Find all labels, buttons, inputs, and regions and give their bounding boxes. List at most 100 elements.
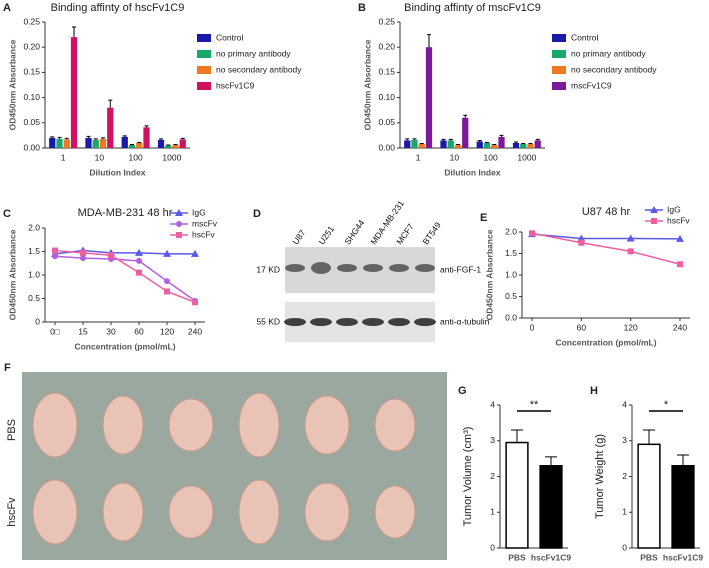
x-tick-label: 120 [160, 326, 174, 336]
tumor [102, 482, 144, 542]
chart-title: MDA-MB-231 48 hr [78, 207, 173, 219]
x-axis-label: Concentration (pmol/mL) [74, 341, 175, 351]
bar [70, 37, 78, 149]
bar [671, 465, 695, 549]
blot-band [285, 264, 305, 272]
chart: H Tumor Weight (g) 0 1 2 3 4 PBS hscFv1C9 * [590, 385, 703, 562]
x-tick-label: 100 [484, 152, 498, 162]
x-tick-label: 60 [577, 322, 587, 332]
y-tick-label: 1.5 [28, 246, 40, 256]
point [164, 288, 170, 295]
y-tick-label: 1 [622, 507, 627, 517]
blot-band [415, 264, 435, 272]
point [192, 299, 198, 306]
panel-label: H [590, 385, 598, 397]
x-tick-label: 10 [450, 152, 460, 162]
photo-background [22, 372, 447, 560]
x-tick-label: 1 [416, 152, 421, 162]
x-tick-label: hscFv1C9 [663, 552, 703, 562]
error-bar [463, 114, 468, 118]
tumor [304, 482, 350, 542]
bar [505, 441, 529, 549]
panel-label: E [480, 212, 487, 224]
bar [454, 144, 462, 148]
x-tick-label: 1000 [162, 152, 181, 162]
blot-band [414, 318, 436, 326]
legend-label: hscFv1C9 [216, 80, 255, 90]
y-axis-label: OD450nm Absorbance [484, 229, 494, 320]
legend-swatch [197, 82, 211, 90]
blot-band [389, 264, 409, 272]
error-bar [108, 99, 113, 108]
x-tick-label: 60 [134, 326, 144, 336]
panel-label: B [358, 2, 366, 14]
legend-label: no primary antibody [216, 48, 291, 58]
point [578, 239, 585, 246]
chart: A Binding affinty of hscFv1C9 OD450nm Abso… [3, 2, 302, 177]
legend-label: no secondary antibody [571, 64, 657, 74]
error-bar [93, 138, 98, 140]
y-tick-label: 0 [35, 316, 40, 326]
error-bar [173, 143, 178, 145]
chart: G Tumor Volume (cm³) 0 1 2 3 4 PBS hscFv1C9 ** [458, 385, 571, 562]
error-bar [50, 136, 55, 138]
error-bar [456, 143, 460, 145]
error-bar [485, 141, 489, 143]
tumor [32, 479, 78, 545]
y-tick-label: 2.0 [505, 226, 517, 236]
blot-membrane [285, 247, 435, 293]
legend-label: hscFv [192, 229, 215, 239]
y-tick-label: 2.0 [28, 222, 40, 232]
error-bar [130, 143, 134, 145]
tumor [304, 395, 350, 455]
tumor [32, 392, 78, 458]
legend-label: hscFv [667, 215, 690, 225]
y-tick-label: 0.25 [23, 16, 40, 26]
point [52, 253, 58, 260]
x-tick-label: 240 [188, 326, 202, 336]
bar [425, 47, 433, 149]
error-bar [64, 137, 69, 140]
bar [483, 142, 491, 148]
blot-lane-label: U251 [316, 224, 336, 247]
legend-label: IgG [667, 204, 681, 214]
line [531, 232, 681, 265]
error-bar [180, 137, 185, 140]
legend-swatch [552, 82, 566, 90]
point [136, 257, 142, 264]
x-axis-label: Concentration (pmol/mL) [555, 337, 656, 347]
y-tick-label: 0.00 [378, 142, 395, 152]
error-bar [441, 138, 446, 141]
blot-band [336, 318, 358, 326]
y-tick-label: 0.20 [23, 41, 40, 51]
legend-swatch [197, 66, 211, 74]
bar [92, 139, 99, 148]
x-tick-label: 10 [95, 152, 105, 162]
error-bar [72, 26, 76, 38]
point [191, 249, 199, 257]
x-tick-label: 240 [673, 322, 687, 332]
line [54, 249, 195, 255]
photo-row-label: hscFv [6, 497, 18, 527]
tumor [374, 398, 416, 452]
point [163, 249, 171, 257]
y-tick-label: 3 [490, 435, 495, 445]
legend-swatch [552, 66, 566, 74]
tumor [238, 392, 280, 458]
y-tick-label: 0.10 [378, 92, 395, 102]
x-tick-label: 15 [78, 326, 88, 336]
error-bar [101, 137, 105, 139]
y-tick-label: 0.05 [23, 117, 40, 127]
point [651, 218, 657, 224]
blot-lane-label: BT549 [420, 220, 443, 246]
y-tick-label: 0.10 [23, 92, 40, 102]
point [529, 230, 535, 237]
bar [637, 443, 661, 549]
panel-label: D [253, 208, 261, 220]
point [52, 247, 58, 254]
bar [157, 139, 165, 148]
y-tick-label: 1.0 [28, 269, 40, 279]
error-bar [159, 138, 163, 140]
panel-label: C [3, 208, 11, 220]
